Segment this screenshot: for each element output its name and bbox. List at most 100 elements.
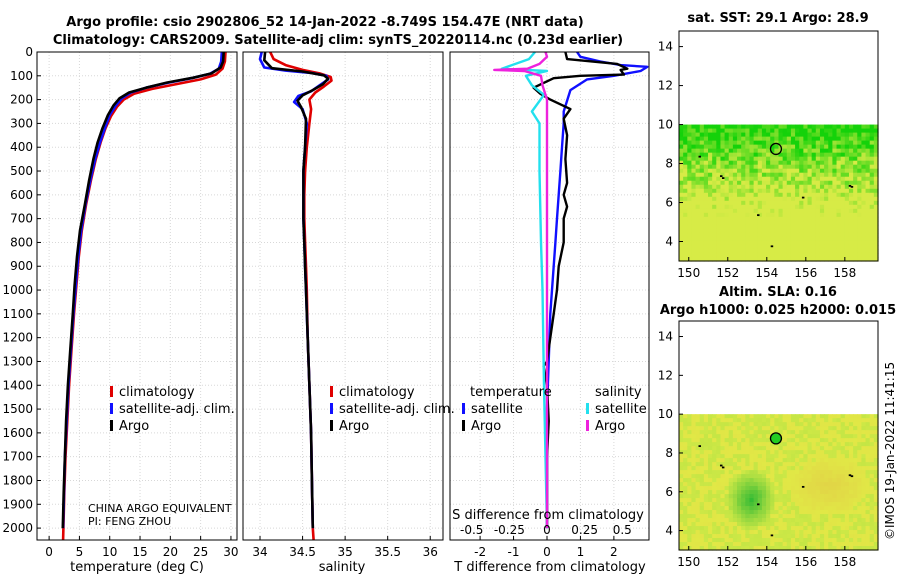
map-cell <box>803 164 809 170</box>
map-cell <box>757 446 763 451</box>
sst-map-frame <box>678 30 879 262</box>
map-cell <box>824 256 829 262</box>
map-cell <box>732 256 738 262</box>
map-cell <box>815 418 821 423</box>
map-cell <box>853 538 858 543</box>
map-cell <box>720 546 726 551</box>
map-cell <box>745 152 751 158</box>
map-cell <box>824 192 829 198</box>
map-cell <box>836 184 842 190</box>
map-cell <box>732 232 738 238</box>
map-cell <box>703 164 709 170</box>
map-cell <box>749 434 755 439</box>
map-cell <box>687 128 693 134</box>
map-cell <box>869 156 875 162</box>
map-cell <box>811 252 817 258</box>
map-cell <box>848 498 854 503</box>
map-cell <box>687 506 693 511</box>
map-cell <box>766 204 771 210</box>
map-cell <box>708 184 713 190</box>
map-cell <box>832 454 838 459</box>
map-cell <box>716 506 722 511</box>
map-cell <box>803 506 809 511</box>
map-cell <box>720 180 726 186</box>
map-cell <box>815 208 821 214</box>
map-cell <box>716 466 722 471</box>
map-cell <box>708 124 713 130</box>
map-cell <box>815 474 821 479</box>
map-cell <box>770 430 775 435</box>
map-cell <box>799 204 804 210</box>
map-cell <box>728 442 734 447</box>
map-cell <box>761 414 767 419</box>
map-cell <box>774 256 780 262</box>
map-cell <box>679 494 684 499</box>
map-cell <box>803 502 809 507</box>
map-cell <box>757 486 763 491</box>
map-cell <box>712 164 717 170</box>
map-cell <box>749 244 755 250</box>
map-cell <box>861 510 867 515</box>
map-cell <box>766 422 771 427</box>
map-cell <box>828 192 833 198</box>
map-cell <box>699 228 705 234</box>
map-cell <box>691 172 697 178</box>
map-cell <box>795 458 800 463</box>
map-cell <box>786 450 792 455</box>
map-cell <box>840 232 846 238</box>
map-cell <box>720 136 726 142</box>
map-cell <box>819 244 825 250</box>
map-cell <box>873 152 879 158</box>
map-cell <box>840 534 846 539</box>
map-cell <box>853 176 858 182</box>
map-cell <box>724 204 730 210</box>
map-cell <box>795 248 800 254</box>
map-cell <box>712 132 717 138</box>
map-cell <box>737 164 742 170</box>
map-cell <box>832 136 838 142</box>
map-cell <box>745 450 751 455</box>
map-cell <box>853 256 858 262</box>
map-cell <box>811 200 817 206</box>
map-cell <box>761 538 767 543</box>
map-cell <box>840 478 846 483</box>
map-cell <box>869 184 875 190</box>
map-cell <box>724 498 730 503</box>
map-cell <box>724 176 730 182</box>
map-cell <box>695 144 701 150</box>
map-cell <box>807 220 813 226</box>
map-cell <box>745 482 751 487</box>
y-tick-label: 0 <box>25 45 33 59</box>
map-cell <box>828 252 833 258</box>
map-cell <box>716 164 722 170</box>
map-cell <box>757 526 763 531</box>
map-cell <box>716 442 722 447</box>
map-cell <box>761 124 767 130</box>
map-cell <box>824 526 829 531</box>
map-cell <box>732 212 738 218</box>
map-cell <box>853 204 858 210</box>
map-cell <box>836 482 842 487</box>
map-cell <box>679 200 684 206</box>
map-cell <box>695 478 701 483</box>
map-cell <box>815 128 821 134</box>
map-y-tick-label: 6 <box>665 196 673 210</box>
map-cell <box>836 196 842 202</box>
map-cell <box>753 256 759 262</box>
map-cell <box>873 450 879 455</box>
map-cell <box>790 128 796 134</box>
map-cell <box>774 228 780 234</box>
map-cell <box>753 542 759 547</box>
map-cell <box>828 506 833 511</box>
map-cell <box>741 244 746 250</box>
map-cell <box>712 160 717 166</box>
map-cell <box>720 248 726 254</box>
map-cell <box>732 422 738 427</box>
map-cell <box>786 192 792 198</box>
map-cell <box>724 172 730 178</box>
map-cell <box>679 462 684 467</box>
map-cell <box>869 220 875 226</box>
map-cell <box>803 196 809 202</box>
map-cell <box>778 538 784 543</box>
map-cell <box>753 180 759 186</box>
